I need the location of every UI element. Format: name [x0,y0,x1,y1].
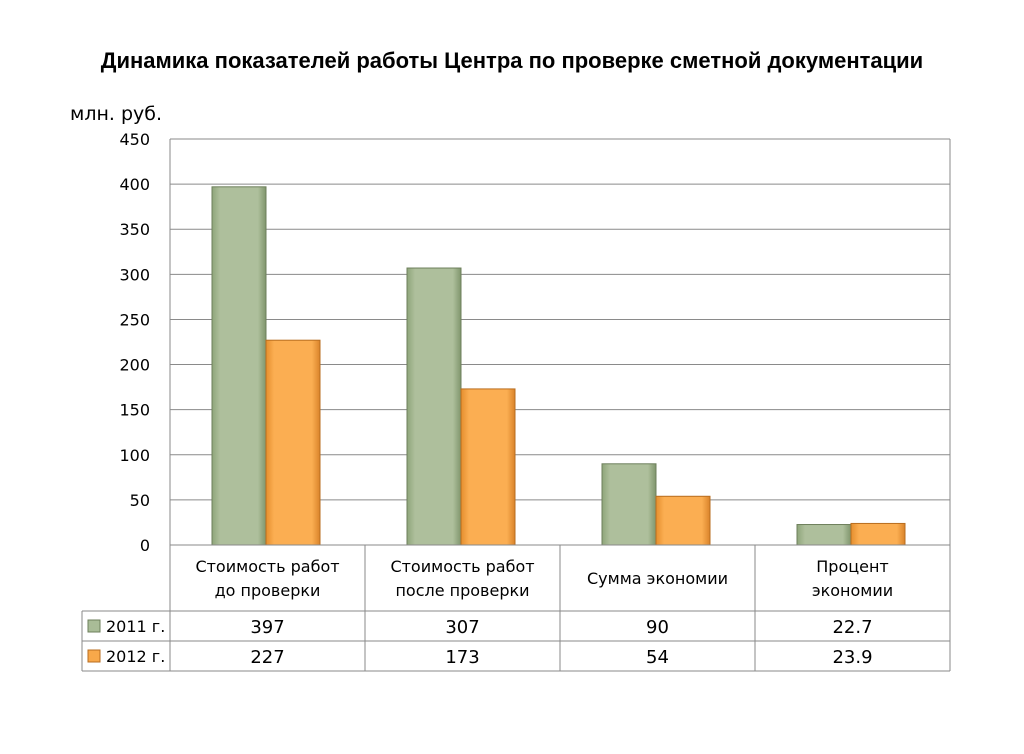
bar-2011-0 [211,186,267,546]
category-label: после проверки [395,581,529,600]
data-table-value: 173 [445,647,479,668]
category-label: до проверки [215,581,321,600]
y-axis-unit-label: млн. руб. [70,103,162,125]
bar-2012-0 [265,339,321,546]
category-label: Стоимость работ [195,557,339,576]
legend-label: 2011 г. [106,617,165,636]
y-tick-label: 300 [119,265,150,284]
bar-2012-1 [460,388,516,546]
data-table-value: 90 [646,617,669,638]
y-tick-label: 0 [140,536,150,555]
y-tick-label: 150 [119,401,150,420]
bar-2011-3 [796,524,852,546]
category-label: Процент [816,557,889,576]
data-table-value: 54 [646,647,669,668]
bar-2012-2 [655,495,711,546]
data-table-value: 307 [445,617,479,638]
category-label: Сумма экономии [587,569,728,588]
legend-key-2012 [87,649,101,663]
y-tick-label: 400 [119,175,150,194]
y-tick-label: 450 [119,130,150,149]
y-tick-label: 350 [119,220,150,239]
bar-2011-2 [601,463,657,546]
y-tick-label: 50 [130,491,150,510]
category-label: экономии [812,581,893,600]
y-tick-label: 200 [119,356,150,375]
category-label: Стоимость работ [390,557,534,576]
y-tick-label: 100 [119,446,150,465]
data-table-value: 23.9 [832,647,872,668]
y-tick-label: 250 [119,310,150,329]
legend-key-2011 [87,619,101,633]
data-table-value: 397 [250,617,284,638]
chart-title: Динамика показателей работы Центра по пр… [100,48,924,73]
bar-2011-1 [406,267,462,546]
legend-label: 2012 г. [106,647,165,666]
data-table-value: 227 [250,647,284,668]
data-table-value: 22.7 [832,617,872,638]
bar-2012-3 [850,522,906,546]
